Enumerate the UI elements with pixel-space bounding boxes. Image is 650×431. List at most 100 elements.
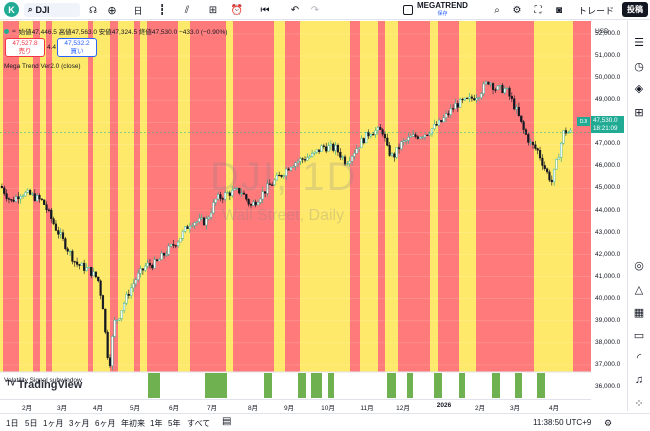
undo-icon[interactable]: ↶ [290,4,300,16]
trend-zone-bear [476,21,534,372]
candle [64,237,67,251]
candle-type-icon[interactable]: ┇ [158,4,166,16]
range-5d[interactable]: 5日 [25,419,38,428]
mountain-icon[interactable]: △ [634,283,644,296]
range-1y[interactable]: 1年 [150,419,163,428]
candle [12,196,15,203]
user-avatar[interactable]: K [4,2,19,17]
candle [216,191,220,201]
candle [365,131,368,144]
candle [412,129,415,137]
candle [207,215,210,221]
eye-icon[interactable]: ≈ [12,27,16,35]
alert-icon[interactable]: ⏰ [230,4,244,16]
watermark-symbol: DJI, 1D [210,155,358,199]
trend-zone-bear [573,21,591,372]
go-to-date-icon[interactable]: ▤ [222,416,232,427]
candle [71,249,74,265]
candle [273,178,276,187]
volatility-signal-bar [515,373,522,398]
indicators-icon[interactable]: ⫽ [184,4,190,16]
bell-icon[interactable]: ♫ [634,374,644,386]
candle [477,96,481,102]
candle [36,192,39,202]
range-5y[interactable]: 5年 [168,419,181,428]
fullscreen-icon[interactable]: ⛶ [534,4,542,16]
chat-icon[interactable]: ▭ [633,329,645,342]
candle [560,141,563,163]
scale-settings-icon[interactable]: ⚙ [604,418,613,428]
candle [334,141,337,155]
candle [546,167,549,175]
candle [325,142,328,154]
more-apps-icon[interactable]: ⁘ [634,397,644,410]
watchlist-icon[interactable]: ☰ [634,36,644,49]
time-axis-label: 2026 [436,402,452,409]
bar-countdown: 18:21:09 [593,124,618,132]
range-1m[interactable]: 1ヶ月 [43,419,64,428]
candle [29,188,32,196]
time-axis-label: 2月 [474,405,486,412]
range-1d[interactable]: 1日 [6,419,19,428]
grid-apps-icon[interactable]: ⊞ [634,106,644,119]
symbol-search[interactable]: ⌕ DJI [24,3,80,17]
search-icon[interactable]: ⌕ [494,4,500,16]
replay-icon[interactable]: ⏮ [260,4,270,16]
volatility-signal-bar [298,373,306,398]
redo-icon[interactable]: ↷ [310,4,320,16]
buy-button[interactable]: 47,532.2 買い [57,38,97,57]
chart-canvas[interactable] [0,21,591,399]
calendar-icon[interactable]: ▦ [633,306,645,319]
candle [419,136,422,140]
volatility-pane-legend[interactable]: Volatility Signal subwindow [4,377,82,384]
candle [435,121,438,127]
time-axis-label: 7月 [206,405,218,412]
range-all[interactable]: すべて [187,419,211,428]
time-axis-label: 2月 [21,405,33,412]
currency-label[interactable]: USD [595,28,609,35]
candle [362,137,365,145]
time-axis-label: 12月 [396,405,410,412]
candle [484,80,488,86]
candle [421,135,424,140]
sell-button[interactable]: 47,527.8 売り [5,38,45,57]
layout-grid-icon[interactable]: ⊞ [208,4,218,16]
publish-button[interactable]: 投稿 [622,2,648,17]
candle [57,226,60,239]
range-6m[interactable]: 6ヶ月 [95,419,116,428]
compare-icon[interactable]: ☊ [89,4,97,15]
candle [555,158,558,170]
candle [200,213,203,221]
candle [169,243,173,248]
alarm-clock-icon[interactable]: ◷ [634,60,644,73]
range-3m[interactable]: 3ヶ月 [69,419,90,428]
candle [26,188,29,194]
candle [259,197,262,205]
camera-icon[interactable]: ◙ [555,4,563,16]
range-ytd[interactable]: 年初来 [121,419,145,428]
candle [256,199,260,206]
layout-save-button[interactable]: MEGATREND 保存 [403,1,483,19]
time-axis[interactable]: 2月 3月 4月 5月 6月 7月 8月 9月 10月 11月 12月 2026 2月 3月 4月 [0,399,591,412]
time-axis-label: 10月 [321,405,335,412]
price-scale[interactable]: 52,000.051,000.050,000.049,000.048,000.0… [591,21,627,399]
settings-icon[interactable]: ⚙ [512,4,522,16]
candle [264,191,267,198]
broadcast-icon[interactable]: ◜ [636,351,642,364]
trade-button[interactable]: トレード [577,5,614,16]
candle [132,279,135,293]
clock-timezone[interactable]: 11:38:50 UTC+9 [533,418,592,427]
candle [83,259,86,274]
volatility-signal-bar [407,373,413,398]
candle [111,334,114,371]
add-symbol-icon[interactable]: ⊕ [107,4,117,17]
indicator-legend[interactable]: Mega Trend Ver2.0 (close) [4,63,81,70]
candle [108,354,112,369]
candle [447,110,450,118]
interval-button[interactable]: 日 [133,5,143,16]
layers-icon[interactable]: ◈ [634,82,644,95]
price-scale-label: 49,000.0 [595,96,621,104]
target-icon[interactable]: ◎ [634,259,644,272]
candle [266,179,269,197]
candle [252,199,255,206]
